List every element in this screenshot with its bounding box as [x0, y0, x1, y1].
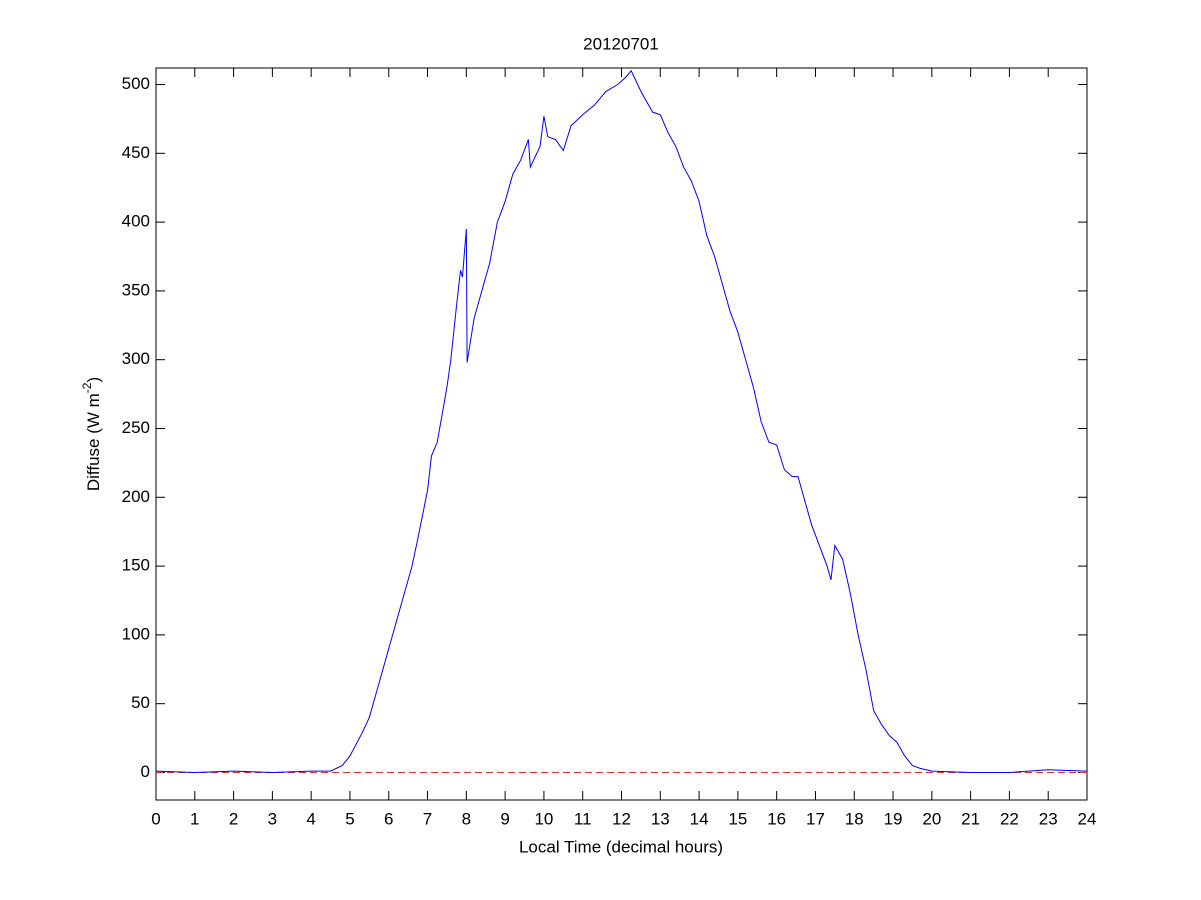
x-tick-label: 16: [767, 809, 786, 828]
x-tick-label: 17: [806, 809, 825, 828]
x-tick-label: 24: [1078, 809, 1097, 828]
x-tick-label: 22: [1000, 809, 1019, 828]
x-tick-label: 15: [728, 809, 747, 828]
x-tick-label: 3: [268, 809, 277, 828]
x-tick-label: 0: [151, 809, 160, 828]
x-tick-label: 8: [462, 809, 471, 828]
x-axis-label: Local Time (decimal hours): [519, 837, 723, 856]
y-axis-label: Diffuse (W m-2): [80, 377, 103, 491]
y-tick-label: 0: [141, 762, 150, 781]
x-tick-label: 9: [500, 809, 509, 828]
y-tick-label: 250: [122, 418, 150, 437]
y-tick-label: 500: [122, 74, 150, 93]
x-tick-label: 2: [229, 809, 238, 828]
x-tick-label: 1: [190, 809, 199, 828]
y-tick-label: 150: [122, 556, 150, 575]
y-tick-label: 400: [122, 212, 150, 231]
x-tick-label: 12: [612, 809, 631, 828]
chart-title: 20120701: [583, 34, 659, 53]
y-tick-label: 300: [122, 349, 150, 368]
x-tick-label: 23: [1039, 809, 1058, 828]
x-tick-label: 19: [884, 809, 903, 828]
x-tick-label: 5: [345, 809, 354, 828]
plot-area: [155, 67, 1088, 801]
y-tick-label: 350: [122, 280, 150, 299]
x-tick-label: 10: [534, 809, 553, 828]
x-tick-label: 18: [845, 809, 864, 828]
x-tick-label: 6: [384, 809, 393, 828]
x-tick-label: 7: [423, 809, 432, 828]
x-tick-label: 13: [651, 809, 670, 828]
y-tick-label: 50: [131, 693, 150, 712]
x-tick-label: 20: [922, 809, 941, 828]
x-tick-label: 21: [961, 809, 980, 828]
x-tick-label: 11: [574, 809, 592, 828]
x-tick-label: 4: [306, 809, 315, 828]
y-tick-label: 100: [122, 624, 150, 643]
x-tick-label: 14: [690, 809, 709, 828]
data-line: [155, 69, 1088, 773]
y-tick-label: 200: [122, 487, 150, 506]
y-tick-label: 450: [122, 143, 150, 162]
